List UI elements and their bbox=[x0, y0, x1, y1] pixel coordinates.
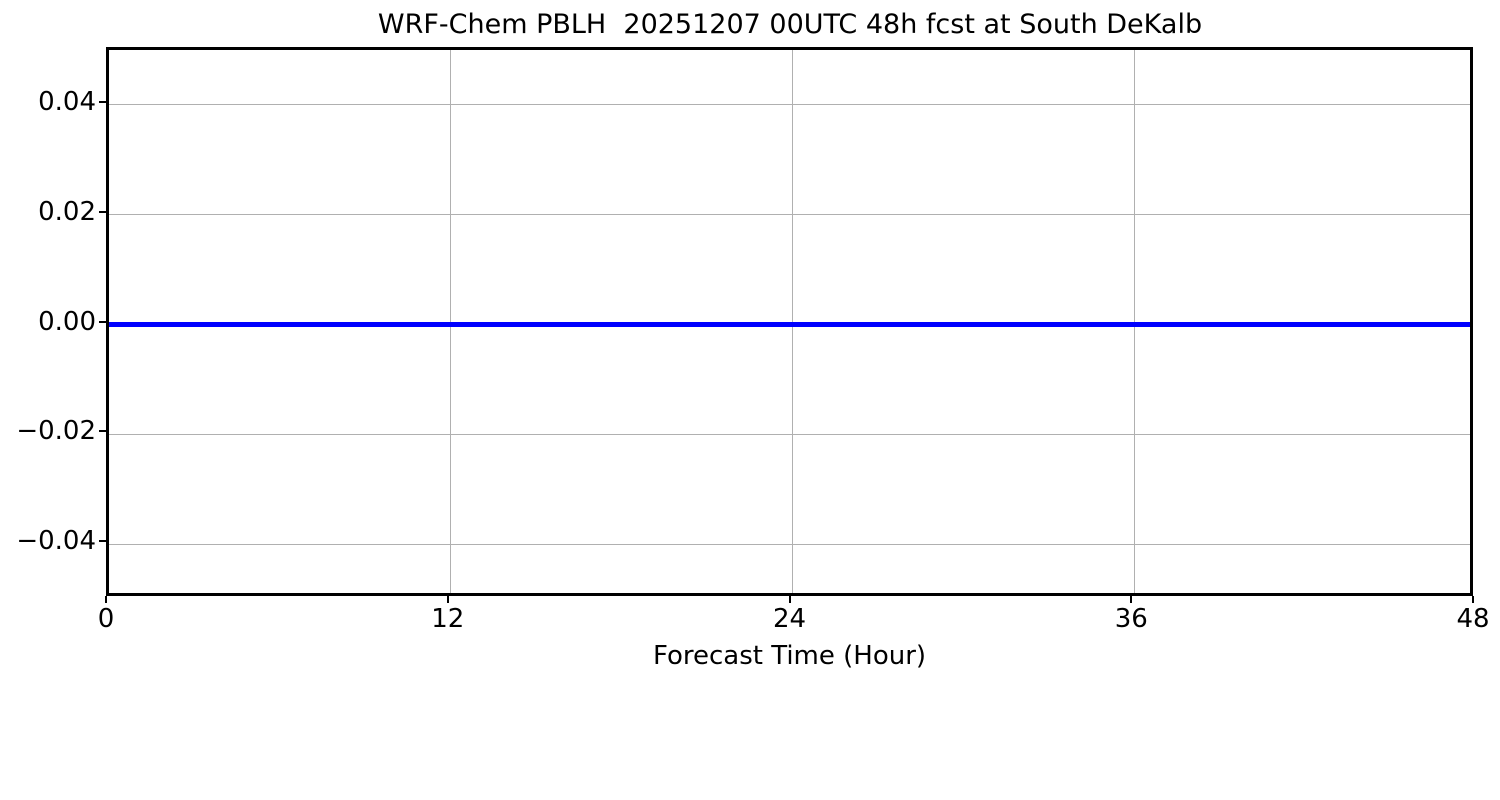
data-line-segment bbox=[707, 322, 737, 327]
data-line-segment bbox=[1248, 322, 1278, 327]
y-tick-mark bbox=[99, 540, 106, 543]
data-line-segment bbox=[422, 322, 452, 327]
data-line-segment bbox=[165, 322, 195, 327]
x-tick-label: 36 bbox=[1114, 604, 1148, 634]
data-line-segment bbox=[593, 322, 623, 327]
data-line-segment bbox=[735, 322, 765, 327]
gridline-horizontal bbox=[109, 543, 1470, 545]
data-line-segment bbox=[1134, 322, 1164, 327]
data-line-segment bbox=[1333, 322, 1363, 327]
data-line-segment bbox=[1419, 322, 1448, 327]
gridline-horizontal bbox=[109, 433, 1470, 435]
gridline-horizontal bbox=[109, 104, 1470, 106]
x-tick-mark bbox=[446, 596, 449, 603]
data-line-segment bbox=[1048, 322, 1078, 327]
data-line-segment bbox=[877, 322, 907, 327]
y-tick-label: 0.02 bbox=[38, 196, 96, 227]
data-line-segment bbox=[536, 322, 566, 327]
data-line-segment bbox=[934, 322, 964, 327]
data-line-segment bbox=[1105, 322, 1135, 327]
data-line-segment bbox=[109, 322, 138, 327]
data-series-layer bbox=[109, 50, 1470, 593]
data-line-segment bbox=[194, 322, 224, 327]
x-tick-label: 24 bbox=[772, 604, 807, 634]
x-tick-mark bbox=[1130, 596, 1133, 603]
x-axis-label: Forecast Time (Hour) bbox=[652, 641, 927, 671]
gridline-horizontal bbox=[109, 214, 1470, 216]
data-line-segment bbox=[336, 322, 366, 327]
data-line-segment bbox=[1077, 322, 1107, 327]
data-line-segment bbox=[251, 322, 281, 327]
data-line-segment bbox=[764, 322, 793, 327]
data-line-segment bbox=[1020, 322, 1050, 327]
x-tick-label: 0 bbox=[97, 604, 115, 634]
y-tick-mark bbox=[99, 210, 106, 213]
x-tick-mark bbox=[788, 596, 791, 603]
data-line-segment bbox=[479, 322, 509, 327]
data-line-segment bbox=[1362, 322, 1392, 327]
data-line-segment bbox=[1305, 322, 1335, 327]
data-line-segment bbox=[1447, 322, 1470, 327]
data-line-segment bbox=[1276, 322, 1306, 327]
data-line-segment bbox=[1390, 322, 1420, 327]
x-tick-label: 48 bbox=[1456, 604, 1490, 634]
data-line-segment bbox=[393, 322, 423, 327]
data-line-segment bbox=[365, 322, 395, 327]
data-line-segment bbox=[279, 322, 309, 327]
x-tick-label: 12 bbox=[431, 604, 465, 634]
data-line-segment bbox=[963, 322, 993, 327]
y-tick-label: 0.00 bbox=[38, 306, 96, 337]
gridline-vertical bbox=[450, 50, 452, 593]
data-line-segment bbox=[991, 322, 1021, 327]
data-line-segment bbox=[1219, 322, 1249, 327]
data-line-segment bbox=[507, 322, 537, 327]
data-line-segment bbox=[137, 322, 167, 327]
gridline-vertical bbox=[792, 50, 793, 593]
data-line-segment bbox=[820, 322, 850, 327]
x-tick-mark bbox=[105, 596, 107, 603]
data-line-segment bbox=[792, 322, 822, 327]
data-line-segment bbox=[849, 322, 879, 327]
data-line-segment bbox=[906, 322, 936, 327]
data-line-segment bbox=[1162, 322, 1192, 327]
y-tick-mark bbox=[99, 320, 106, 323]
data-line-segment bbox=[678, 322, 708, 327]
data-line-segment bbox=[650, 322, 680, 327]
data-line-segment bbox=[621, 322, 651, 327]
y-tick-label: −0.04 bbox=[16, 526, 96, 557]
y-tick-mark bbox=[99, 100, 106, 103]
data-line-segment bbox=[308, 322, 338, 327]
y-tick-label: 0.04 bbox=[38, 86, 96, 117]
x-tick-mark bbox=[1472, 596, 1474, 603]
y-tick-label: −0.02 bbox=[16, 416, 96, 447]
plot-area bbox=[106, 47, 1473, 596]
data-line-segment bbox=[450, 322, 480, 327]
data-line-segment bbox=[222, 322, 252, 327]
y-tick-mark bbox=[99, 430, 106, 433]
data-line-segment bbox=[1191, 322, 1221, 327]
data-line-segment bbox=[564, 322, 594, 327]
gridline-vertical bbox=[1133, 50, 1135, 593]
chart-title: WRF-Chem PBLH 20251207 00UTC 48h fcst at… bbox=[377, 9, 1203, 40]
